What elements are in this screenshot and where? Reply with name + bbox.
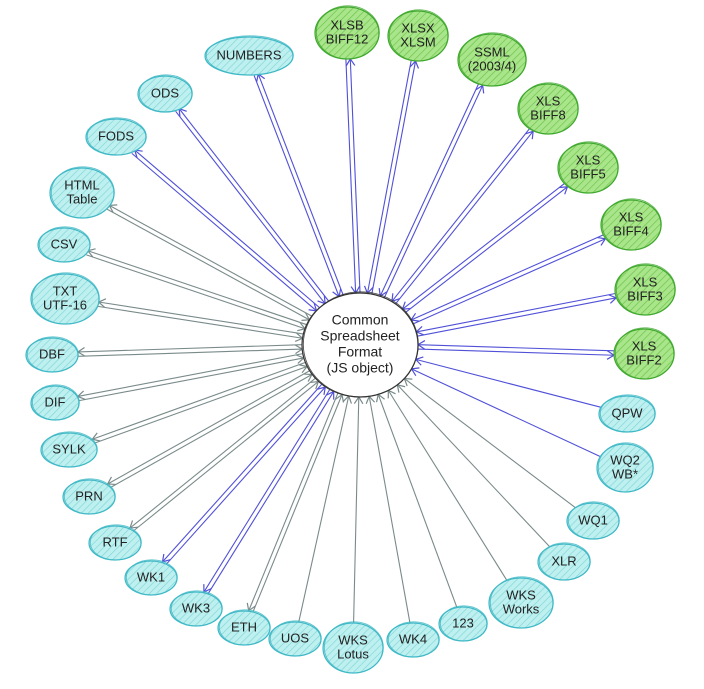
format-node-label: BIFF3 xyxy=(627,288,662,303)
format-node-label: RTF xyxy=(102,534,127,549)
center-label-line: Format xyxy=(338,344,382,360)
format-node-label: WK4 xyxy=(399,631,427,646)
format-node-wksw: WKSWorks xyxy=(489,577,553,628)
format-node-label: CSV xyxy=(51,236,78,251)
format-node-label: XLSB xyxy=(330,17,363,32)
format-node-uos: UOS xyxy=(269,621,321,656)
center-label-line: (JS object) xyxy=(327,360,394,376)
format-node-dif: DIF xyxy=(31,385,79,420)
format-node-biff4: XLSBIFF4 xyxy=(601,199,661,250)
format-node-rtf: RTF xyxy=(89,525,141,560)
format-node-label: PRN xyxy=(75,488,102,503)
format-node-xlr: XLR xyxy=(538,543,590,580)
format-node-label: NUMBERS xyxy=(216,47,281,62)
format-node-label: XLS xyxy=(536,93,561,108)
format-node-label: UTF-16 xyxy=(43,297,87,312)
format-node-label: WK1 xyxy=(137,569,165,584)
format-node-wq2: WQ2WB* xyxy=(597,443,653,492)
format-node-label: ODS xyxy=(151,85,180,100)
format-node-label: WK3 xyxy=(182,600,210,615)
center-node: CommonSpreadsheetFormat(JS object) xyxy=(302,292,418,397)
format-node-label: WQ1 xyxy=(578,512,608,527)
format-node-label: WB* xyxy=(612,466,638,481)
format-node-label: BIFF4 xyxy=(613,223,648,238)
format-node-biff2: XLSBIFF2 xyxy=(614,328,674,379)
format-node-html: HTMLTable xyxy=(50,167,114,218)
spreadsheet-format-diagram: CommonSpreadsheetFormat(JS object) XLSBB… xyxy=(0,0,704,689)
format-node-xlsx: XLSXXLSM xyxy=(388,10,448,61)
format-node-txt: TXTUTF-16 xyxy=(31,273,99,324)
center-label-line: Spreadsheet xyxy=(320,328,400,344)
format-node-n123: 123 xyxy=(439,606,487,641)
format-node-wksl: WKSLotus xyxy=(323,622,383,673)
format-node-numbers: NUMBERS xyxy=(205,36,293,75)
format-node-csv: CSV xyxy=(38,227,90,262)
format-node-biff3: XLSBIFF3 xyxy=(615,264,675,315)
format-node-label: QPW xyxy=(611,405,643,420)
format-node-label: BIFF8 xyxy=(530,107,565,122)
format-node-label: Lotus xyxy=(337,646,369,661)
format-node-wk4: WK4 xyxy=(387,622,439,657)
format-node-biff5: XLSBIFF5 xyxy=(558,142,618,193)
format-node-prn: PRN xyxy=(63,479,115,514)
format-node-label: SYLK xyxy=(52,441,86,456)
format-node-wq1: WQ1 xyxy=(567,502,619,539)
format-node-label: XLS xyxy=(632,338,657,353)
format-node-label: ETH xyxy=(231,619,257,634)
format-node-eth: ETH xyxy=(218,610,270,645)
center-label-line: Common xyxy=(332,312,389,328)
format-node-label: Works xyxy=(503,601,540,616)
format-node-label: BIFF5 xyxy=(570,166,605,181)
format-node-qpw: QPW xyxy=(599,395,655,432)
format-node-label: TXT xyxy=(53,283,78,298)
format-node-dbf: DBF xyxy=(26,337,78,372)
format-node-label: XLS xyxy=(619,209,644,224)
format-node-label: WKS xyxy=(506,587,536,602)
format-node-label: BIFF2 xyxy=(626,352,661,367)
format-node-label: (2003/4) xyxy=(468,58,516,73)
format-node-label: BIFF12 xyxy=(326,31,369,46)
format-node-label: 123 xyxy=(452,615,474,630)
format-node-ods: ODS xyxy=(138,75,192,112)
format-node-wk1: WK1 xyxy=(125,560,177,595)
format-node-label: XLS xyxy=(633,274,658,289)
format-node-label: DIF xyxy=(45,394,66,409)
format-node-label: XLSM xyxy=(400,34,435,49)
format-node-label: WKS xyxy=(338,632,368,647)
format-node-label: XLR xyxy=(551,553,576,568)
format-node-label: FODS xyxy=(98,128,134,143)
format-node-label: HTML xyxy=(64,177,99,192)
format-node-label: XLS xyxy=(576,152,601,167)
format-node-fods: FODS xyxy=(86,118,146,155)
format-node-biff8: XLSBIFF8 xyxy=(518,83,578,134)
format-node-label: UOS xyxy=(281,630,310,645)
format-node-ssml: SSML(2003/4) xyxy=(458,33,526,86)
format-node-label: XLSX xyxy=(401,20,435,35)
format-node-label: SSML xyxy=(474,44,509,59)
format-node-label: Table xyxy=(66,191,97,206)
format-node-sylk: SYLK xyxy=(41,432,97,467)
format-node-label: DBF xyxy=(39,346,65,361)
format-node-xlsb: XLSBBIFF12 xyxy=(315,6,379,59)
format-node-label: WQ2 xyxy=(610,452,640,467)
format-node-wk3: WK3 xyxy=(170,591,222,626)
